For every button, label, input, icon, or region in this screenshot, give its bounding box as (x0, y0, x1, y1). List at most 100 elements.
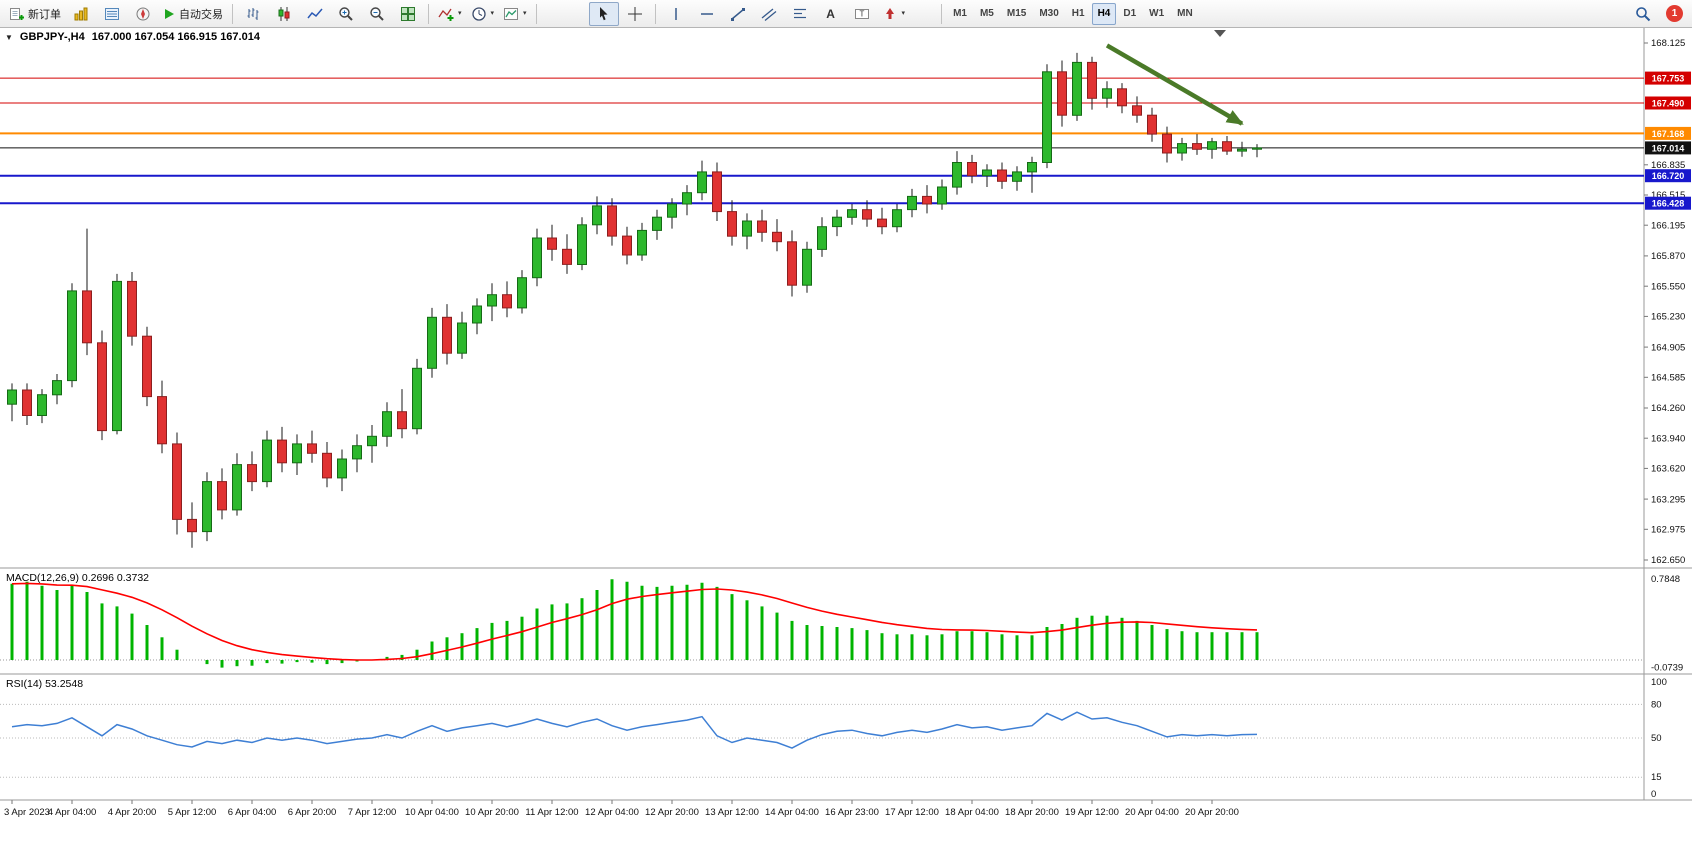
notification-count: 1 (1671, 8, 1678, 19)
svg-text:163.620: 163.620 (1651, 464, 1685, 475)
svg-text:3 Apr 2023: 3 Apr 2023 (4, 807, 50, 818)
arrows-icon (882, 6, 898, 22)
periods-button[interactable]: ▾ (467, 2, 499, 26)
crosshair-icon (627, 6, 643, 22)
timeframe-M15-button[interactable]: M15 (1006, 8, 1027, 19)
text-label-button[interactable]: T (847, 2, 877, 26)
svg-text:-0.0739: -0.0739 (1651, 663, 1683, 674)
arrows-button[interactable]: ▾ (878, 2, 910, 26)
horizontal-line-icon (699, 6, 715, 22)
timeframe-M5-button[interactable]: M5 (979, 8, 994, 19)
chart-ohlc-values: 167.000 167.054 166.915 167.014 (91, 31, 260, 43)
svg-text:16 Apr 23:00: 16 Apr 23:00 (825, 807, 879, 818)
navigator-button[interactable] (128, 2, 158, 26)
autotrading-button[interactable]: 自动交易 (159, 2, 227, 26)
svg-text:RSI(14) 53.2548: RSI(14) 53.2548 (6, 678, 83, 690)
svg-text:166.515: 166.515 (1651, 190, 1685, 201)
toolbar-separator (428, 3, 429, 24)
text-icon: A (826, 6, 835, 21)
chart-title: ▼ GBPJPY-,H4 167.000 167.054 166.915 167… (5, 31, 260, 43)
svg-text:166.428: 166.428 (1652, 199, 1685, 209)
svg-text:164.585: 164.585 (1651, 373, 1685, 384)
market-watch-icon (73, 6, 89, 22)
trendline-icon (730, 6, 746, 22)
timeframe-H1-button[interactable]: H1 (1071, 8, 1085, 19)
candlestick-chart-icon (276, 6, 292, 22)
fibonacci-button[interactable] (785, 2, 815, 26)
vertical-line-button[interactable] (661, 2, 691, 26)
timeframe-W1-button[interactable]: W1 (1149, 8, 1165, 19)
svg-text:165.230: 165.230 (1651, 312, 1685, 323)
new-order-icon (9, 6, 25, 22)
notification-badge[interactable]: 1 (1666, 5, 1683, 22)
svg-text:165.870: 165.870 (1651, 251, 1685, 262)
search-button[interactable] (1628, 2, 1658, 26)
data-window-button[interactable] (97, 2, 127, 26)
zoom-out-button[interactable] (362, 2, 392, 26)
line-chart-button[interactable] (300, 2, 330, 26)
svg-text:MACD(12,26,9) 0.2696 0.3732: MACD(12,26,9) 0.2696 0.3732 (6, 572, 149, 584)
svg-text:12 Apr 20:00: 12 Apr 20:00 (645, 807, 699, 818)
chart-shift-marker[interactable] (1214, 30, 1226, 37)
timeframe-MN-button[interactable]: MN (1177, 8, 1193, 19)
main-toolbar: 新订单 自动交易 (0, 0, 1692, 28)
svg-text:0.7848: 0.7848 (1651, 574, 1680, 585)
text-button[interactable]: A (816, 2, 846, 26)
svg-text:162.975: 162.975 (1651, 525, 1685, 536)
zoom-out-icon (369, 6, 385, 22)
trend-arrow[interactable] (1105, 43, 1244, 126)
svg-text:100: 100 (1651, 677, 1667, 688)
dropdown-caret-icon[interactable]: ▾ (901, 10, 906, 17)
svg-text:6 Apr 20:00: 6 Apr 20:00 (288, 807, 337, 818)
dropdown-caret-icon[interactable]: ▾ (458, 10, 462, 17)
candlestick-chart-button[interactable] (269, 2, 299, 26)
market-watch-button[interactable] (66, 2, 96, 26)
vertical-line-icon (668, 6, 684, 22)
data-window-icon (104, 6, 120, 22)
timeframe-toolbar: M1 M5 M15 M30 H1 H4 D1 W1 MN (947, 2, 1199, 25)
svg-text:5 Apr 12:00: 5 Apr 12:00 (168, 807, 217, 818)
zoom-in-button[interactable] (331, 2, 361, 26)
equidistant-channel-button[interactable] (754, 2, 784, 26)
svg-text:10 Apr 20:00: 10 Apr 20:00 (465, 807, 519, 818)
periods-icon (471, 6, 487, 22)
crosshair-button[interactable] (620, 2, 650, 26)
templates-button[interactable]: ▾ (499, 2, 531, 26)
autotrading-label: 自动交易 (179, 8, 223, 21)
svg-text:12 Apr 04:00: 12 Apr 04:00 (585, 807, 639, 818)
toolbar-right-cluster: 1 (1628, 2, 1687, 26)
autotrading-play-icon (163, 7, 176, 21)
timeframe-M1-button[interactable]: M1 (953, 8, 967, 19)
bar-chart-button[interactable] (238, 2, 268, 26)
horizontal-line-button[interactable] (692, 2, 722, 26)
tile-windows-button[interactable] (393, 2, 423, 26)
templates-icon (503, 6, 519, 22)
rsi-panel: RSI(14) 53.2548 100 80 50 15 0 (0, 677, 1667, 800)
chart-svg[interactable]: 168.125 166.835 166.515 166.195 165.870 165.5… (0, 28, 1692, 855)
price-axis[interactable]: 168.125 166.835 166.515 166.195 165.870 165.5… (1644, 38, 1685, 566)
indicators-icon (438, 6, 454, 22)
chart-canvas[interactable]: 168.125 166.835 166.515 166.195 165.870 165.5… (0, 28, 1692, 855)
svg-text:18 Apr 20:00: 18 Apr 20:00 (1005, 807, 1059, 818)
timeframe-D1-button[interactable]: D1 (1123, 8, 1137, 19)
svg-text:168.125: 168.125 (1651, 38, 1685, 49)
level-lines[interactable] (0, 77, 1644, 205)
symbol-dropdown-icon[interactable]: ▼ (5, 32, 13, 42)
svg-text:167.753: 167.753 (1652, 74, 1685, 84)
macd-panel: MACD(12,26,9) 0.2696 0.3732 0.7848 -0.0739 (0, 572, 1683, 674)
svg-text:163.295: 163.295 (1651, 494, 1685, 505)
svg-text:6 Apr 04:00: 6 Apr 04:00 (228, 807, 277, 818)
dropdown-caret-icon[interactable]: ▾ (523, 10, 527, 17)
tile-windows-icon (400, 6, 416, 22)
timeframe-M30-button[interactable]: M30 (1039, 8, 1059, 19)
indicators-button[interactable]: ▾ (434, 2, 466, 26)
dropdown-caret-icon[interactable]: ▾ (490, 10, 495, 17)
trendline-button[interactable] (723, 2, 753, 26)
new-order-button[interactable]: 新订单 (5, 2, 65, 26)
toolbar-separator (941, 3, 943, 24)
svg-text:7 Apr 12:00: 7 Apr 12:00 (348, 807, 397, 818)
svg-text:166.835: 166.835 (1651, 160, 1685, 171)
timeframe-H4-button[interactable]: H4 (1091, 2, 1117, 25)
cursor-button[interactable] (588, 1, 619, 26)
